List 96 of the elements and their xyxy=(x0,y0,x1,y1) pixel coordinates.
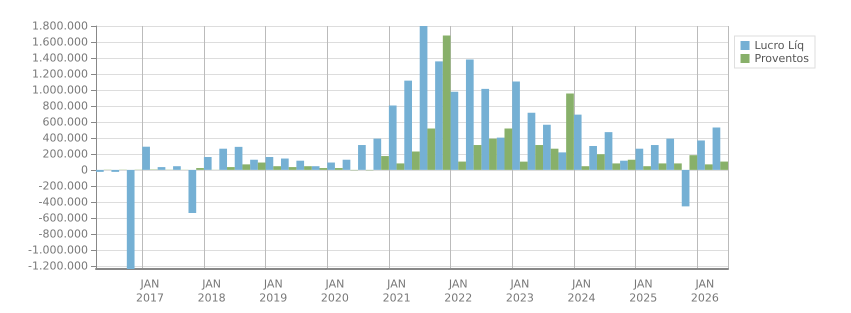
bar xyxy=(712,128,720,170)
bar xyxy=(288,167,296,170)
bar xyxy=(604,132,612,170)
x-tick-label: JAN 2026 xyxy=(690,278,719,304)
bar xyxy=(512,82,520,170)
bar xyxy=(582,166,590,170)
y-tick-label: 600.000 xyxy=(42,115,88,128)
bar xyxy=(697,140,705,170)
bar xyxy=(666,138,674,170)
bar xyxy=(682,170,690,206)
bar xyxy=(720,162,728,170)
bar xyxy=(280,158,289,170)
y-tick-label: 400.000 xyxy=(42,131,88,144)
legend-label: Lucro Líq xyxy=(754,39,804,52)
x-tick-label: JAN 2022 xyxy=(444,278,472,304)
bar xyxy=(450,92,458,170)
bar xyxy=(589,146,597,170)
bar xyxy=(227,167,235,170)
x-tick-label: JAN 2019 xyxy=(259,278,288,304)
bar xyxy=(528,112,536,170)
bar xyxy=(373,138,382,170)
bar xyxy=(558,152,566,170)
bar xyxy=(612,163,620,170)
y-tick-label: -200.000 xyxy=(38,179,88,192)
y-tick-label: 200.000 xyxy=(42,147,88,160)
bar xyxy=(358,145,366,170)
bar xyxy=(466,59,474,170)
bar xyxy=(658,163,666,170)
y-tick-label: -800.000 xyxy=(38,227,88,240)
bar xyxy=(266,157,274,170)
bar xyxy=(650,145,659,170)
bar xyxy=(636,148,644,170)
bar xyxy=(404,80,412,170)
y-tick-label: 1.800.000 xyxy=(32,20,88,32)
bar xyxy=(142,146,150,170)
bar xyxy=(173,166,181,170)
bar xyxy=(412,151,420,170)
y-tick-label: 800.000 xyxy=(42,99,88,112)
y-tick-label: -1.200.000 xyxy=(28,259,88,272)
x-tick-label: JAN 2020 xyxy=(320,278,349,304)
bar xyxy=(304,166,312,170)
bar xyxy=(234,146,242,170)
bar xyxy=(442,36,451,170)
bar xyxy=(496,138,504,170)
bar xyxy=(474,145,482,170)
bar xyxy=(273,166,281,170)
bar xyxy=(596,154,605,170)
y-tick-label: -400.000 xyxy=(38,195,88,208)
x-tick-label: JAN 2018 xyxy=(198,278,226,304)
bar xyxy=(674,163,682,170)
y-tick-label: 1.400.000 xyxy=(32,51,88,64)
bar xyxy=(535,145,544,170)
bar xyxy=(381,156,389,170)
bar xyxy=(566,94,574,170)
bar xyxy=(296,160,304,170)
bar xyxy=(504,128,512,170)
bar xyxy=(396,163,404,170)
y-tick-label: -600.000 xyxy=(38,211,88,224)
bar xyxy=(388,105,397,170)
bar xyxy=(312,166,320,170)
bar xyxy=(643,166,651,170)
x-tick-label: JAN 2023 xyxy=(506,278,534,304)
bar xyxy=(342,160,350,170)
bar xyxy=(435,61,443,170)
bar xyxy=(219,148,228,170)
bar xyxy=(158,167,166,170)
legend-label: Proventos xyxy=(754,52,810,65)
x-tick-label: JAN 2017 xyxy=(136,278,164,304)
bar xyxy=(250,160,258,170)
bar xyxy=(689,155,698,170)
bar xyxy=(420,26,428,170)
bar xyxy=(543,124,551,170)
bar xyxy=(550,148,558,170)
bar xyxy=(126,170,135,269)
bar xyxy=(427,128,436,170)
bar xyxy=(628,160,636,170)
bar xyxy=(481,88,490,170)
bar xyxy=(204,157,212,170)
y-tick-label: 1.600.000 xyxy=(32,35,88,48)
y-tick-label: 0 xyxy=(81,163,88,176)
bar xyxy=(489,138,497,170)
bar xyxy=(704,164,713,170)
bar xyxy=(242,164,250,170)
bar xyxy=(458,162,466,170)
bar xyxy=(188,170,196,214)
x-tick-label: JAN 2025 xyxy=(629,278,658,304)
y-tick-label: -1.000.000 xyxy=(28,243,88,256)
bar xyxy=(327,162,335,170)
x-tick-label: JAN 2021 xyxy=(382,278,411,304)
x-tick-label: JAN 2024 xyxy=(568,278,596,304)
bar xyxy=(258,162,266,170)
y-tick-label: 1.000.000 xyxy=(32,83,88,96)
bar xyxy=(520,162,528,170)
y-tick-label: 1.200.000 xyxy=(32,67,88,80)
bar xyxy=(574,114,582,170)
bar xyxy=(620,160,628,170)
